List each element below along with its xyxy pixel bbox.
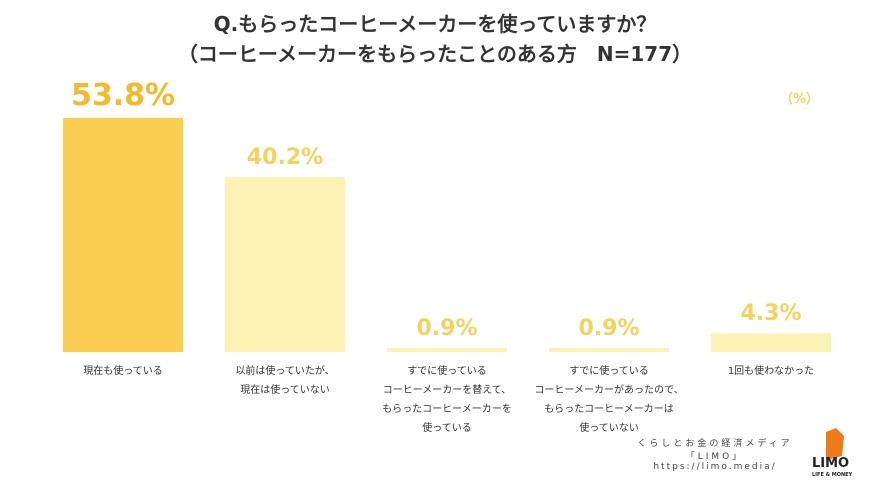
logo-text: LIMO xyxy=(812,456,850,471)
logo-icon xyxy=(826,428,844,460)
bar xyxy=(225,177,345,352)
value-label: 0.9% xyxy=(578,316,640,342)
unit-label: （%） xyxy=(780,92,820,107)
bar xyxy=(63,117,183,352)
footer-brand: 「LIMO」 xyxy=(685,452,745,462)
x-tick-label: 以前は使っていたが、 現在は使っていない xyxy=(235,366,335,396)
chart-title: Q.もらったコーヒーメーカーを使っていますか？ xyxy=(213,12,657,36)
bar xyxy=(549,348,669,352)
x-tick-label: 現在も使っている xyxy=(83,366,163,377)
chart-subtitle: （コーヒーメーカーをもらったことのある方 N=177） xyxy=(177,42,693,66)
footer-url: https://limo.media/ xyxy=(653,462,777,472)
value-label: 0.9% xyxy=(416,316,478,342)
value-label: 4.3% xyxy=(740,301,802,327)
x-tick-label: すでに使っている コーヒーメーカーを替えて、 もらったコーヒーメーカーを 使って… xyxy=(382,366,512,434)
footer-tagline: くらしとお金の経済メディア xyxy=(637,439,793,449)
bar xyxy=(387,348,507,352)
bar xyxy=(711,333,831,352)
logo-sub: LIFE & MONEY xyxy=(812,472,853,478)
value-label: 53.8% xyxy=(70,77,176,113)
value-label: 40.2% xyxy=(246,145,324,171)
x-tick-label: 1回も使わなかった xyxy=(727,366,815,377)
x-tick-label: すでに使っている コーヒーメーカーがあったので、 もらったコーヒーメーカーは 使… xyxy=(534,366,684,434)
